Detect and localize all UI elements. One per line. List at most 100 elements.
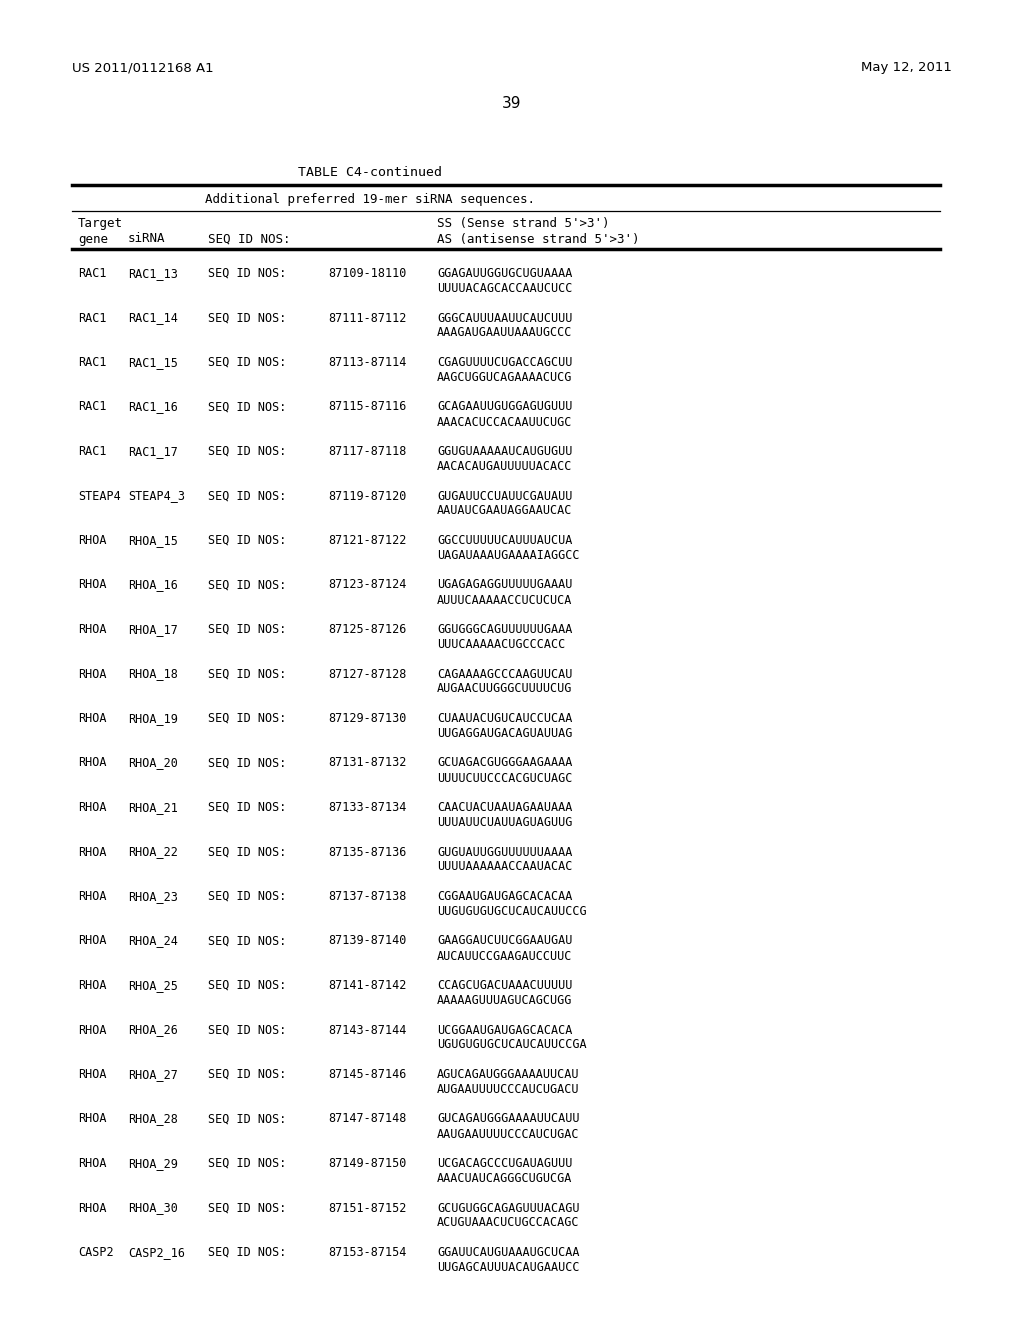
Text: RHOA_25: RHOA_25 — [128, 979, 178, 993]
Text: 39: 39 — [502, 95, 522, 111]
Text: SEQ ID NOS:: SEQ ID NOS: — [208, 846, 287, 858]
Text: gene: gene — [78, 232, 108, 246]
Text: RHOA: RHOA — [78, 890, 106, 903]
Text: RHOA_18: RHOA_18 — [128, 668, 178, 681]
Text: SEQ ID NOS:: SEQ ID NOS: — [208, 801, 287, 814]
Text: 87143-87144: 87143-87144 — [328, 1023, 407, 1036]
Text: AAACUAUCAGGGCUGUCGA: AAACUAUCAGGGCUGUCGA — [437, 1172, 572, 1185]
Text: AS (antisense strand 5'>3'): AS (antisense strand 5'>3') — [437, 232, 640, 246]
Text: CCAGCUGACUAAACUUUUU: CCAGCUGACUAAACUUUUU — [437, 979, 572, 993]
Text: RHOA_19: RHOA_19 — [128, 711, 178, 725]
Text: 87129-87130: 87129-87130 — [328, 711, 407, 725]
Text: 87115-87116: 87115-87116 — [328, 400, 407, 413]
Text: RAC1_16: RAC1_16 — [128, 400, 178, 413]
Text: RHOA: RHOA — [78, 1068, 106, 1081]
Text: AAGCUGGUCAGAAAACUCG: AAGCUGGUCAGAAAACUCG — [437, 371, 572, 384]
Text: RHOA: RHOA — [78, 623, 106, 636]
Text: SEQ ID NOS:: SEQ ID NOS: — [208, 935, 287, 948]
Text: 87147-87148: 87147-87148 — [328, 1113, 407, 1126]
Text: SEQ ID NOS:: SEQ ID NOS: — [208, 623, 287, 636]
Text: CGGAAUGAUGAGCACACAA: CGGAAUGAUGAGCACACAA — [437, 890, 572, 903]
Text: UAGAUAAAUGAAAAIAGGCC: UAGAUAAAUGAAAAIAGGCC — [437, 549, 580, 562]
Text: RHOA: RHOA — [78, 1158, 106, 1170]
Text: 87113-87114: 87113-87114 — [328, 356, 407, 370]
Text: UUUUACAGCACCAAUCUCC: UUUUACAGCACCAAUCUCC — [437, 282, 572, 294]
Text: RHOA_17: RHOA_17 — [128, 623, 178, 636]
Text: 87125-87126: 87125-87126 — [328, 623, 407, 636]
Text: GGCCUUUUUCAUUUAUCUA: GGCCUUUUUCAUUUAUCUA — [437, 535, 572, 546]
Text: SEQ ID NOS:: SEQ ID NOS: — [208, 578, 287, 591]
Text: AAAAAGUUUAGUCAGCUGG: AAAAAGUUUAGUCAGCUGG — [437, 994, 572, 1007]
Text: UUUUCUUCCCACGUCUAGC: UUUUCUUCCCACGUCUAGC — [437, 771, 572, 784]
Text: SEQ ID NOS:: SEQ ID NOS: — [208, 445, 287, 458]
Text: RHOA_28: RHOA_28 — [128, 1113, 178, 1126]
Text: RHOA_24: RHOA_24 — [128, 935, 178, 948]
Text: UCGGAAUGAUGAGCACACA: UCGGAAUGAUGAGCACACA — [437, 1023, 572, 1036]
Text: GGUGUAAAAAUCAUGUGUU: GGUGUAAAAAUCAUGUGUU — [437, 445, 572, 458]
Text: AAACACUCCACAAUUCUGC: AAACACUCCACAAUUCUGC — [437, 416, 572, 429]
Text: STEAP4_3: STEAP4_3 — [128, 490, 185, 503]
Text: 87127-87128: 87127-87128 — [328, 668, 407, 681]
Text: RHOA_30: RHOA_30 — [128, 1201, 178, 1214]
Text: GUCAGAUGGGAAAAUUCAUU: GUCAGAUGGGAAAAUUCAUU — [437, 1113, 580, 1126]
Text: SEQ ID NOS:: SEQ ID NOS: — [208, 312, 287, 325]
Text: RAC1_15: RAC1_15 — [128, 356, 178, 370]
Text: AUGAACUUGGGCUUUUCUG: AUGAACUUGGGCUUUUCUG — [437, 682, 572, 696]
Text: CUAAUACUGUCAUCCUCAA: CUAAUACUGUCAUCCUCAA — [437, 711, 572, 725]
Text: SEQ ID NOS:: SEQ ID NOS: — [208, 535, 287, 546]
Text: RAC1: RAC1 — [78, 445, 106, 458]
Text: SEQ ID NOS:: SEQ ID NOS: — [208, 267, 287, 280]
Text: siRNA: siRNA — [128, 232, 166, 246]
Text: CAGAAAAGCCCAAGUUCAU: CAGAAAAGCCCAAGUUCAU — [437, 668, 572, 681]
Text: RHOA_23: RHOA_23 — [128, 890, 178, 903]
Text: Target: Target — [78, 218, 123, 231]
Text: SEQ ID NOS:: SEQ ID NOS: — [208, 1113, 287, 1126]
Text: SEQ ID NOS:: SEQ ID NOS: — [208, 356, 287, 370]
Text: AAAGAUGAAUUAAAUGCCC: AAAGAUGAAUUAAAUGCCC — [437, 326, 572, 339]
Text: 87139-87140: 87139-87140 — [328, 935, 407, 948]
Text: CASP2: CASP2 — [78, 1246, 114, 1259]
Text: SEQ ID NOS:: SEQ ID NOS: — [208, 490, 287, 503]
Text: RHOA: RHOA — [78, 935, 106, 948]
Text: 87117-87118: 87117-87118 — [328, 445, 407, 458]
Text: RHOA: RHOA — [78, 801, 106, 814]
Text: UUUAUUCUAUUAGUAGUUG: UUUAUUCUAUUAGUAGUUG — [437, 816, 572, 829]
Text: 87145-87146: 87145-87146 — [328, 1068, 407, 1081]
Text: 87153-87154: 87153-87154 — [328, 1246, 407, 1259]
Text: GCUAGACGUGGGAAGAAAA: GCUAGACGUGGGAAGAAAA — [437, 756, 572, 770]
Text: RHOA: RHOA — [78, 846, 106, 858]
Text: 87137-87138: 87137-87138 — [328, 890, 407, 903]
Text: RHOA: RHOA — [78, 1113, 106, 1126]
Text: 87135-87136: 87135-87136 — [328, 846, 407, 858]
Text: STEAP4: STEAP4 — [78, 490, 121, 503]
Text: 87133-87134: 87133-87134 — [328, 801, 407, 814]
Text: RHOA: RHOA — [78, 756, 106, 770]
Text: UUGUGUGUGCUCAUCAUUCCG: UUGUGUGUGCUCAUCAUUCCG — [437, 906, 587, 917]
Text: RAC1_13: RAC1_13 — [128, 267, 178, 280]
Text: 87151-87152: 87151-87152 — [328, 1201, 407, 1214]
Text: 87111-87112: 87111-87112 — [328, 312, 407, 325]
Text: RHOA_22: RHOA_22 — [128, 846, 178, 858]
Text: CGAGUUUUCUGACCAGCUU: CGAGUUUUCUGACCAGCUU — [437, 356, 572, 370]
Text: SEQ ID NOS:: SEQ ID NOS: — [208, 1246, 287, 1259]
Text: 87109-18110: 87109-18110 — [328, 267, 407, 280]
Text: Additional preferred 19-mer siRNA sequences.: Additional preferred 19-mer siRNA sequen… — [205, 194, 535, 206]
Text: RHOA_15: RHOA_15 — [128, 535, 178, 546]
Text: UGUGUGUGCUCAUCAUUCCGA: UGUGUGUGCUCAUCAUUCCGA — [437, 1039, 587, 1052]
Text: RHOA: RHOA — [78, 979, 106, 993]
Text: US 2011/0112168 A1: US 2011/0112168 A1 — [72, 62, 214, 74]
Text: SEQ ID NOS:: SEQ ID NOS: — [208, 1158, 287, 1170]
Text: SEQ ID NOS:: SEQ ID NOS: — [208, 756, 287, 770]
Text: RHOA_27: RHOA_27 — [128, 1068, 178, 1081]
Text: RAC1: RAC1 — [78, 400, 106, 413]
Text: 87131-87132: 87131-87132 — [328, 756, 407, 770]
Text: SEQ ID NOS:: SEQ ID NOS: — [208, 668, 287, 681]
Text: AACACAUGAUUUUUACACC: AACACAUGAUUUUUACACC — [437, 459, 572, 473]
Text: 87123-87124: 87123-87124 — [328, 578, 407, 591]
Text: SEQ ID NOS:: SEQ ID NOS: — [208, 1201, 287, 1214]
Text: SEQ ID NOS:: SEQ ID NOS: — [208, 711, 287, 725]
Text: CAACUACUAAUAGAAUAAA: CAACUACUAAUAGAAUAAA — [437, 801, 572, 814]
Text: 87119-87120: 87119-87120 — [328, 490, 407, 503]
Text: RHOA_29: RHOA_29 — [128, 1158, 178, 1170]
Text: TABLE C4-continued: TABLE C4-continued — [298, 166, 442, 180]
